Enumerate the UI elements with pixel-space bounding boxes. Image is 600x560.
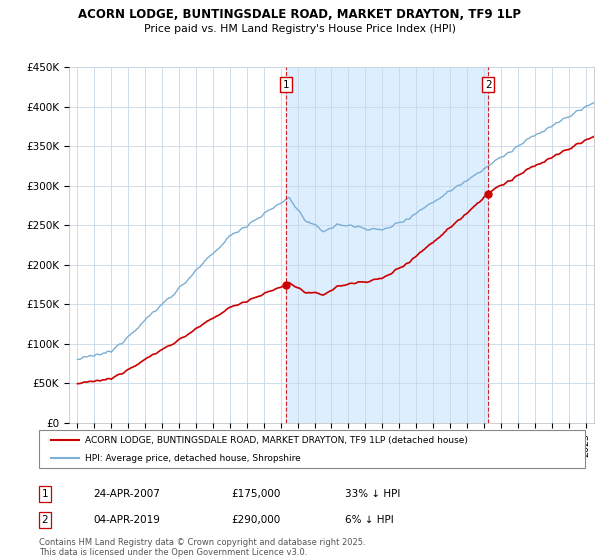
Text: ACORN LODGE, BUNTINGSDALE ROAD, MARKET DRAYTON, TF9 1LP (detached house): ACORN LODGE, BUNTINGSDALE ROAD, MARKET D… (85, 436, 468, 445)
FancyBboxPatch shape (39, 430, 585, 468)
Text: £290,000: £290,000 (231, 515, 280, 525)
Text: 2: 2 (485, 80, 491, 90)
Text: 2: 2 (41, 515, 49, 525)
Text: Price paid vs. HM Land Registry's House Price Index (HPI): Price paid vs. HM Land Registry's House … (144, 24, 456, 34)
Text: ACORN LODGE, BUNTINGSDALE ROAD, MARKET DRAYTON, TF9 1LP: ACORN LODGE, BUNTINGSDALE ROAD, MARKET D… (79, 8, 521, 21)
Text: 04-APR-2019: 04-APR-2019 (93, 515, 160, 525)
Bar (286, 67, 488, 423)
Text: 33% ↓ HPI: 33% ↓ HPI (345, 489, 400, 499)
Text: 6% ↓ HPI: 6% ↓ HPI (345, 515, 394, 525)
Text: Contains HM Land Registry data © Crown copyright and database right 2025.
This d: Contains HM Land Registry data © Crown c… (39, 538, 365, 557)
Text: 1: 1 (283, 80, 289, 90)
Text: £175,000: £175,000 (231, 489, 280, 499)
Text: HPI: Average price, detached house, Shropshire: HPI: Average price, detached house, Shro… (85, 454, 301, 463)
Text: 24-APR-2007: 24-APR-2007 (93, 489, 160, 499)
Text: 1: 1 (41, 489, 49, 499)
